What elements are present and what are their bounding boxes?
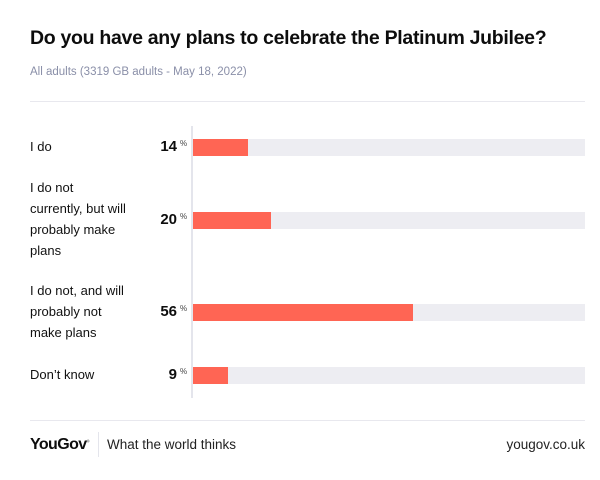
footer-separator <box>98 432 99 457</box>
category-label-line: currently, but will <box>30 201 126 216</box>
bar <box>193 212 272 229</box>
value-label: 9 <box>168 366 177 383</box>
category-label: Don’t know <box>30 364 150 385</box>
category-label-line: probably make <box>30 222 116 237</box>
bar <box>193 139 248 156</box>
category-label-line: I do not <box>30 180 74 195</box>
category-label-line: Don’t know <box>30 366 95 382</box>
value-label: 14 <box>160 138 177 155</box>
chart-title: Do you have any plans to celebrate the P… <box>30 27 547 49</box>
percent-sign: % <box>180 367 188 376</box>
top-divider <box>30 101 585 102</box>
bar-track <box>193 139 585 156</box>
category-label-line: plans <box>30 243 62 258</box>
category-label: I do not, and will probably not make plans <box>30 280 150 343</box>
category-label: I do <box>30 136 150 157</box>
bar-track <box>193 304 585 321</box>
percent-sign: % <box>180 304 188 313</box>
category-label-line: probably not <box>30 303 102 319</box>
footer-site-link[interactable]: yougov.co.uk <box>506 437 585 452</box>
bar <box>193 367 229 384</box>
value-label: 56 <box>160 303 177 320</box>
bar <box>193 304 413 321</box>
axis-line <box>191 126 193 398</box>
yougov-logo: YouGov® <box>30 436 90 453</box>
percent-sign: % <box>180 139 188 148</box>
bottom-divider <box>30 420 585 421</box>
category-label-line: I do not, and will <box>30 282 124 298</box>
category-label-line: I do <box>30 138 52 154</box>
bar-track <box>193 212 585 229</box>
footer-tagline: What the world thinks <box>107 437 237 452</box>
category-label: I do not currently, but will probably make… <box>30 177 150 261</box>
percent-sign: % <box>180 212 188 221</box>
chart-subtitle: All adults (3319 GB adults - May 18, 202… <box>30 66 247 78</box>
value-label: 20 <box>160 211 177 228</box>
bar-track <box>193 367 585 384</box>
category-label-line: make plans <box>30 324 97 340</box>
